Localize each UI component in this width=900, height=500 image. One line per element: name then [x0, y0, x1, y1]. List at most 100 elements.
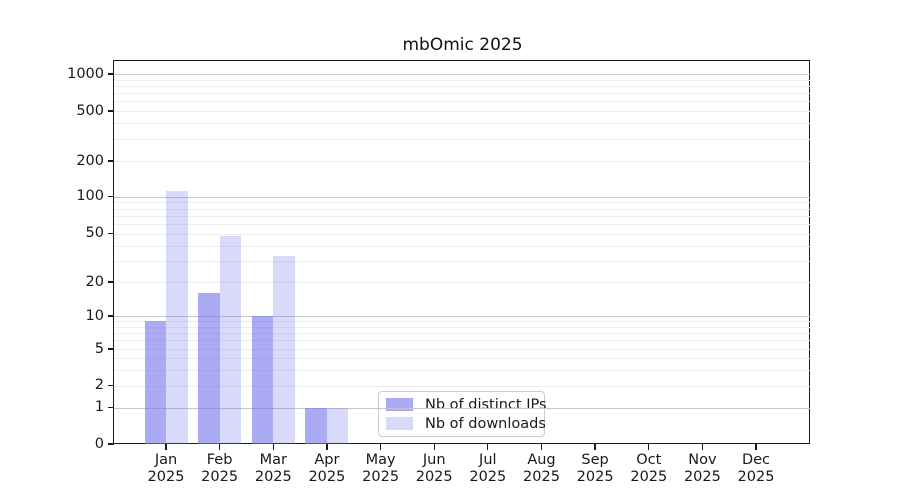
y-tick-mark — [108, 443, 114, 445]
gridline-minor — [114, 233, 810, 235]
x-tick-mark — [487, 444, 489, 450]
x-tick-month: Mar — [259, 452, 287, 468]
x-tick-month: May — [365, 452, 396, 468]
x-tick-month: Dec — [741, 452, 771, 468]
gridline-minor — [114, 85, 810, 87]
x-tick-mark — [755, 444, 757, 450]
legend-entry-downloads: Nb of downloads — [386, 416, 546, 432]
bar-distinct-ips — [305, 407, 327, 444]
gridline-minor — [114, 385, 810, 387]
y-tick-mark — [108, 348, 114, 350]
y-tick-mark — [108, 407, 114, 409]
x-tick-mark — [326, 444, 328, 450]
x-tick-label: Mar 2025 — [238, 452, 308, 486]
gridline-minor — [114, 208, 810, 210]
bar-downloads — [219, 235, 242, 444]
x-tick-mark — [540, 444, 543, 450]
x-tick-year: 2025 — [415, 469, 453, 485]
x-tick-mark — [648, 444, 650, 450]
bar-distinct-ips — [198, 292, 220, 444]
y-tick-mark — [108, 315, 114, 317]
gridline-major — [114, 407, 810, 409]
x-tick-label: Jun 2025 — [399, 452, 469, 486]
y-tick-mark — [108, 196, 114, 198]
x-tick-mark — [594, 444, 596, 450]
x-tick-label: May 2025 — [346, 452, 416, 486]
gridline-minor — [114, 333, 810, 334]
gridline-minor — [114, 111, 810, 112]
x-tick-label: Oct 2025 — [614, 452, 684, 486]
gridline-minor — [114, 224, 810, 226]
y-tick-label: 100 — [76, 188, 104, 205]
x-tick-mark — [433, 444, 435, 450]
x-tick-year: 2025 — [469, 469, 507, 485]
x-tick-year: 2025 — [737, 469, 775, 485]
y-tick-mark — [108, 160, 114, 162]
gridline-minor — [114, 282, 810, 283]
y-tick-mark — [108, 281, 114, 283]
y-tick-label: 5 — [94, 340, 104, 357]
gridline-minor — [114, 260, 810, 262]
x-tick-month: Jul — [479, 452, 497, 468]
legend-label-distinct_ips: Nb of distinct IPs — [425, 396, 547, 413]
legend-label-downloads: Nb of downloads — [425, 415, 546, 432]
y-tick-mark — [108, 233, 114, 235]
x-tick-month: Jan — [154, 452, 178, 468]
legend-entry-distinct_ips: Nb of distinct IPs — [386, 397, 547, 413]
x-tick-month: Jun — [422, 452, 446, 468]
y-tick-label: 500 — [76, 102, 104, 119]
x-tick-year: 2025 — [683, 469, 721, 485]
x-tick-label: Nov 2025 — [667, 452, 737, 486]
gridline-major — [114, 74, 810, 75]
x-tick-month: Feb — [206, 452, 233, 468]
gridline-minor — [114, 101, 810, 103]
gridline-minor — [114, 245, 810, 247]
x-tick-month: Aug — [527, 452, 556, 468]
y-tick-mark — [108, 73, 114, 75]
chart-title: mbOmic 2025 — [402, 35, 523, 55]
gridline-minor — [114, 138, 810, 140]
x-tick-month: Oct — [636, 452, 662, 468]
x-tick-year: 2025 — [362, 469, 400, 485]
x-tick-year: 2025 — [308, 469, 346, 485]
x-tick-label: Jul 2025 — [453, 452, 523, 486]
y-tick-mark — [108, 385, 114, 387]
gridline-major — [114, 316, 810, 317]
x-tick-year: 2025 — [147, 469, 185, 485]
legend: Nb of distinct IPs Nb of downloads — [378, 391, 547, 437]
x-tick-year: 2025 — [201, 469, 239, 485]
y-tick-label: 10 — [85, 307, 104, 324]
x-tick-mark — [379, 444, 382, 450]
gridline-minor — [114, 215, 810, 217]
gridline-minor — [114, 202, 810, 204]
y-tick-mark — [108, 110, 114, 112]
gridline-minor — [114, 358, 810, 359]
y-tick-label: 2 — [94, 377, 104, 394]
x-tick-label: Jan 2025 — [131, 452, 201, 486]
plot-area — [113, 60, 810, 444]
x-tick-label: Sep 2025 — [560, 452, 630, 486]
x-tick-month: Nov — [688, 452, 717, 468]
bar-downloads — [166, 190, 188, 444]
bar-downloads — [273, 255, 295, 444]
legend-swatch-distinct_ips — [386, 398, 413, 411]
bar-downloads — [326, 407, 349, 444]
gridline-minor — [114, 326, 810, 328]
y-tick-label: 0 — [94, 435, 104, 452]
y-tick-label: 200 — [76, 152, 104, 169]
x-tick-label: Aug 2025 — [507, 452, 577, 486]
y-tick-label: 1000 — [67, 65, 104, 82]
x-tick-mark — [272, 444, 274, 450]
gridline-minor — [114, 369, 810, 371]
legend-swatch-downloads — [386, 417, 413, 430]
gridline-minor — [114, 349, 810, 350]
x-tick-label: Apr 2025 — [292, 452, 362, 486]
x-tick-mark — [701, 444, 704, 450]
x-tick-month: Apr — [314, 452, 340, 468]
x-tick-year: 2025 — [630, 469, 668, 485]
gridline-minor — [114, 79, 810, 81]
gridline-minor — [114, 93, 810, 94]
x-tick-label: Feb 2025 — [185, 452, 255, 486]
x-tick-year: 2025 — [523, 469, 560, 485]
